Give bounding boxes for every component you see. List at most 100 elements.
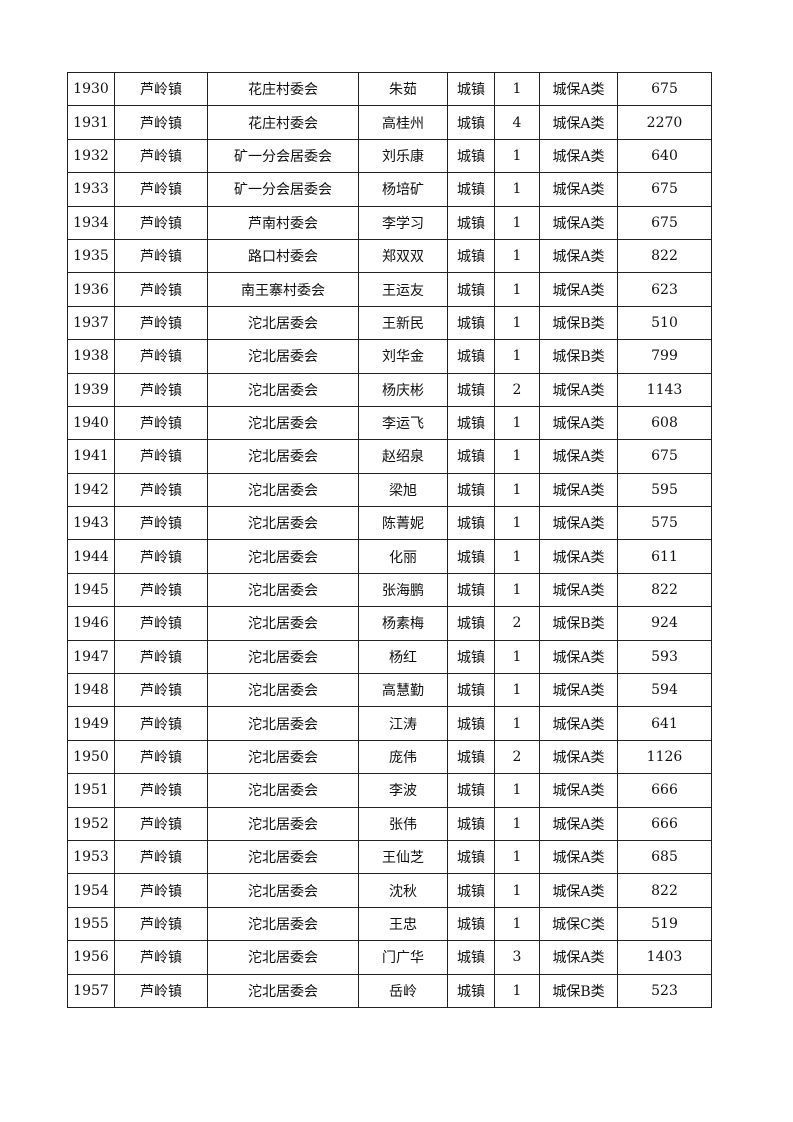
cell-town: 芦岭镇 [114,940,208,975]
cell-household-size: 1 [494,472,540,508]
cell-committee: 路口村委会 [207,238,359,274]
cell-committee: 南王寨村委会 [207,272,359,307]
cell-area-type: 城镇 [447,673,495,708]
cell-row-number: 1951 [67,773,115,808]
cell-amount: 593 [617,639,712,675]
cell-category: 城保A类 [539,873,618,908]
cell-town: 芦岭镇 [114,539,208,574]
cell-household-size: 2 [494,739,540,775]
table-row: 1956 芦岭镇 沱北居委会 门广华 城镇 3 城保A类 1403 [67,940,712,975]
cell-area-type: 城镇 [447,272,495,307]
cell-row-number: 1930 [67,71,115,107]
cell-amount: 523 [617,973,712,1008]
table-body: 1930 芦岭镇 花庄村委会 朱茹 城镇 1 城保A类 675 1931 芦岭镇 花庄村委会 高桂州城… [67,71,712,1008]
cell-amount: 641 [617,706,712,741]
cell-committee: 沱北居委会 [207,305,359,341]
cell-category: 城保A类 [539,238,618,274]
cell-amount: 822 [617,873,712,908]
cell-town: 芦岭镇 [114,706,208,741]
cell-household-size: 1 [494,873,540,908]
cell-household-size: 4 [494,105,540,140]
table-row: 1950 芦岭镇 沱北居委会 庞伟 城镇 2 城保A类 1126 [67,739,712,775]
cell-household-size: 1 [494,405,540,441]
table-row: 1955 芦岭镇 沱北居委会 王忠 城镇 1 城保C类 519 [67,906,712,942]
cell-category: 城保A类 [539,372,618,407]
cell-name: 赵绍泉 [358,439,448,474]
cell-committee: 沱北居委会 [207,606,359,641]
cell-committee: 沱北居委会 [207,906,359,942]
cell-committee: 沱北居委会 [207,673,359,708]
cell-name: 张伟 [358,806,448,841]
cell-committee: 矿一分会居委会 [207,138,359,174]
cell-category: 城保A类 [539,205,618,240]
cell-name: 杨培矿 [358,172,448,207]
cell-name: 高桂州 [358,105,448,140]
table-row: 1951 芦岭镇 沱北居委会 李波 城镇 1 城保A类 666 [67,773,712,808]
cell-amount: 924 [617,606,712,641]
cell-committee: 沱北居委会 [207,405,359,441]
cell-area-type: 城镇 [447,906,495,942]
cell-committee: 沱北居委会 [207,639,359,675]
cell-town: 芦岭镇 [114,839,208,875]
cell-committee: 沱北居委会 [207,506,359,541]
cell-name: 王仙芝 [358,839,448,875]
cell-name: 门广华 [358,940,448,975]
cell-row-number: 1948 [67,673,115,708]
cell-area-type: 城镇 [447,405,495,441]
cell-household-size: 1 [494,806,540,841]
cell-category: 城保A类 [539,539,618,574]
cell-amount: 611 [617,539,712,574]
cell-category: 城保A类 [539,172,618,207]
table-row: 1949 芦岭镇 沱北居委会 江涛 城镇 1 城保A类 641 [67,706,712,741]
cell-household-size: 1 [494,205,540,240]
table-row: 1945 芦岭镇 沱北居委会 张海鹏 城镇 1 城保A类 822 [67,572,712,608]
cell-committee: 沱北居委会 [207,372,359,407]
cell-amount: 640 [617,138,712,174]
cell-household-size: 1 [494,339,540,374]
table-row: 1937 芦岭镇 沱北居委会 王新民 城镇 1 城保B类 510 [67,305,712,341]
cell-category: 城保A类 [539,506,618,541]
cell-name: 庞伟 [358,739,448,775]
table-row: 1943 芦岭镇 沱北居委会 陈菁妮 城镇 1 城保A类 575 [67,506,712,541]
cell-town: 芦岭镇 [114,739,208,775]
cell-row-number: 1932 [67,138,115,174]
cell-row-number: 1931 [67,105,115,140]
cell-category: 城保B类 [539,606,618,641]
cell-household-size: 1 [494,906,540,942]
table-row: 1948 芦岭镇 沱北居委会 高慧勤 城镇 1 城保A类 594 [67,673,712,708]
cell-town: 芦岭镇 [114,806,208,841]
cell-name: 杨红 [358,639,448,675]
cell-name: 李学习 [358,205,448,240]
table-row: 1952 芦岭镇 沱北居委会 张伟 城镇 1 城保A类 666 [67,806,712,841]
table-row: 1953 芦岭镇 沱北居委会 王仙芝 城镇 1 城保A类 685 [67,839,712,875]
cell-committee: 花庄村委会 [207,105,359,140]
table-row: 1931 芦岭镇 花庄村委会 高桂州 城镇 4 城保A类 2270 [67,105,712,140]
cell-town: 芦岭镇 [114,305,208,341]
cell-town: 芦岭镇 [114,272,208,307]
cell-row-number: 1953 [67,839,115,875]
cell-category: 城保A类 [539,105,618,140]
cell-row-number: 1942 [67,472,115,508]
cell-area-type: 城镇 [447,806,495,841]
cell-committee: 沱北居委会 [207,806,359,841]
cell-household-size: 1 [494,973,540,1008]
cell-committee: 沱北居委会 [207,940,359,975]
cell-town: 芦岭镇 [114,472,208,508]
cell-name: 化丽 [358,539,448,574]
cell-household-size: 1 [494,839,540,875]
cell-town: 芦岭镇 [114,673,208,708]
cell-name: 王新民 [358,305,448,341]
cell-name: 王运友 [358,272,448,307]
cell-row-number: 1943 [67,506,115,541]
cell-town: 芦岭镇 [114,172,208,207]
cell-category: 城保A类 [539,71,618,107]
cell-area-type: 城镇 [447,706,495,741]
cell-name: 沈秋 [358,873,448,908]
cell-category: 城保A类 [539,138,618,174]
cell-amount: 575 [617,506,712,541]
cell-amount: 594 [617,673,712,708]
cell-name: 李运飞 [358,405,448,441]
cell-town: 芦岭镇 [114,506,208,541]
cell-row-number: 1945 [67,572,115,608]
cell-area-type: 城镇 [447,773,495,808]
